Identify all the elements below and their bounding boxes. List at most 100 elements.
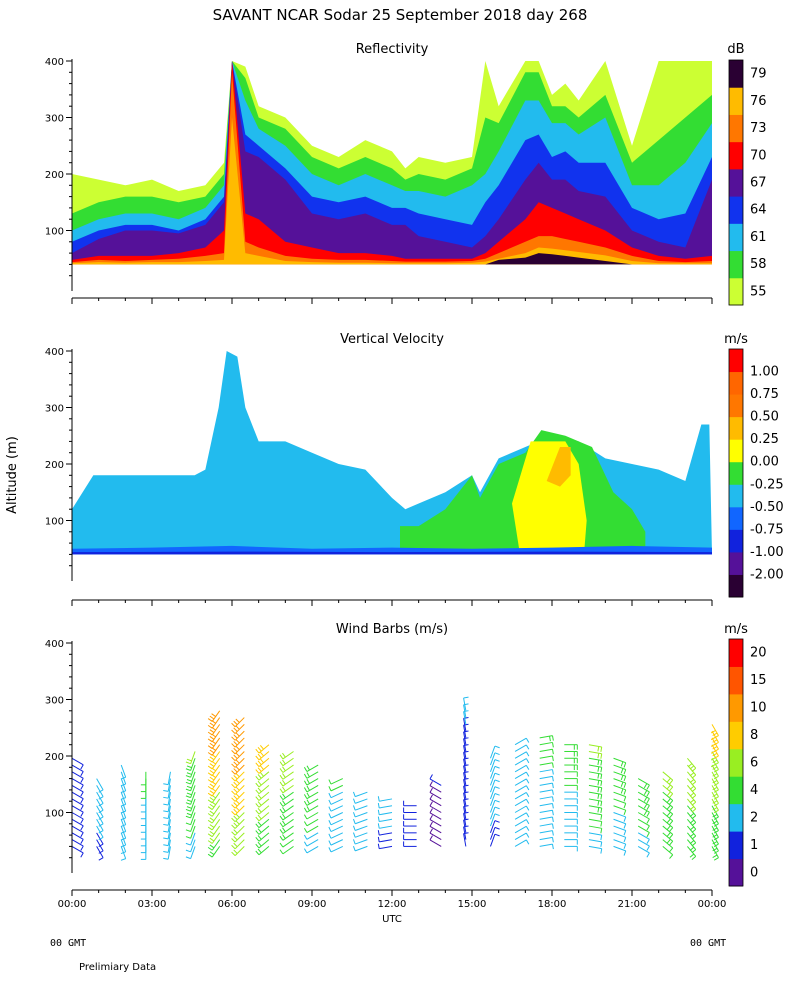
wind-barb-flag	[306, 779, 310, 784]
wind-barb-shaft	[71, 839, 84, 847]
wind-barb-flag	[669, 847, 674, 853]
wind-barb-shaft	[211, 839, 221, 851]
wind-barb-shaft	[96, 825, 104, 838]
wind-barb-flag	[303, 807, 308, 813]
wind-barb-shaft	[306, 812, 319, 820]
wind-barb-flag	[80, 778, 84, 783]
wind-barb	[71, 798, 84, 811]
wind-barb-shaft	[687, 778, 697, 789]
wind-barb-shaft	[514, 832, 527, 841]
wind-barb	[539, 802, 554, 809]
wind-barb-flag	[120, 837, 126, 841]
wind-barb-flag	[231, 756, 236, 762]
legend-swatch	[729, 416, 743, 440]
wind-barb-flag	[255, 816, 260, 822]
wind-barb-flag	[689, 792, 695, 797]
wind-barb	[588, 757, 603, 766]
wind-barb-flag	[303, 787, 308, 793]
wind-barb-flag	[713, 782, 719, 787]
wind-barb-flag	[207, 779, 213, 783]
wind-barb-flag	[666, 818, 671, 824]
wind-barb-flag	[282, 752, 286, 758]
wind-barb-flag	[163, 857, 169, 860]
wind-barb-shaft	[306, 805, 319, 813]
wind-barb-shaft	[306, 778, 319, 786]
wind-barb	[613, 845, 627, 856]
wind-barb-shaft	[234, 805, 245, 816]
wind-barb-flag	[207, 745, 213, 749]
wind-barb-flag	[303, 821, 308, 827]
wind-barb-shaft	[167, 825, 171, 839]
wind-barb-shaft	[234, 825, 245, 836]
wind-barb-shaft	[330, 818, 343, 826]
wind-barb-flag	[282, 786, 286, 792]
wind-barb	[352, 812, 368, 818]
wind-barb	[711, 798, 719, 814]
wind-barb	[564, 750, 578, 757]
wind-barb-shaft	[354, 818, 368, 825]
wind-barb	[711, 791, 719, 807]
wind-barb-shaft	[282, 812, 294, 821]
wind-barb-flag	[620, 768, 624, 774]
wind-barb-flag	[231, 722, 236, 728]
wind-barb	[279, 798, 294, 807]
legend-swatch	[729, 87, 743, 115]
wind-barb-shaft	[258, 798, 270, 808]
wind-barb-flag	[282, 834, 286, 839]
wind-barb-flag	[429, 814, 433, 820]
wind-barb-shaft	[463, 718, 467, 732]
wind-barb-flag	[712, 854, 718, 858]
wind-barb	[613, 771, 627, 782]
wind-barb-flag	[600, 767, 603, 773]
y-tick-label: 200	[45, 752, 64, 763]
wind-barb	[185, 812, 196, 826]
wind-barb-flag	[231, 804, 236, 809]
wind-barb-shaft	[514, 798, 527, 807]
wind-barb-shaft	[662, 805, 674, 815]
wind-barb-flag	[259, 765, 264, 770]
wind-barb-shaft	[330, 791, 343, 799]
wind-barb-shaft	[463, 731, 467, 745]
wind-barb-flag	[689, 772, 695, 777]
wind-barb-flag	[279, 849, 284, 855]
wind-barb	[429, 801, 442, 813]
wind-barb-shaft	[258, 784, 270, 795]
wind-barb	[207, 812, 221, 824]
wind-barb-flag	[328, 833, 332, 839]
wind-barb	[231, 839, 245, 850]
wind-barb	[71, 784, 84, 797]
wind-barb-shaft	[711, 751, 719, 763]
wind-barb-shaft	[429, 778, 442, 786]
wind-barb-shaft	[637, 839, 650, 847]
wind-barb-flag	[235, 759, 240, 764]
wind-barb	[352, 832, 368, 838]
wind-barb	[539, 755, 554, 762]
wind-barb-shaft	[489, 766, 496, 779]
wind-barb	[403, 841, 417, 847]
wind-barb-shaft	[514, 785, 527, 793]
wind-barb-flag	[185, 768, 191, 771]
wind-barb	[588, 818, 603, 827]
wind-barb-flag	[646, 798, 650, 804]
wind-barb	[279, 791, 294, 801]
wind-barbs-title: Wind Barbs (m/s)	[336, 622, 448, 637]
wind-barb-shaft	[71, 784, 84, 793]
wind-barb-flag	[691, 788, 697, 793]
wind-barb-shaft	[687, 839, 697, 850]
wind-barb-flag	[646, 852, 650, 858]
wind-barb-shaft	[637, 845, 650, 854]
wind-barb-shaft	[489, 820, 496, 834]
wind-barb-shaft	[330, 839, 343, 846]
wind-barb-flag	[98, 796, 104, 800]
wind-barb-flag	[279, 761, 284, 767]
wind-barb-flag	[98, 823, 104, 827]
wind-barb-flag	[207, 799, 213, 804]
wind-barb	[163, 798, 171, 813]
wind-barb-flag	[691, 828, 697, 833]
wind-barb-flag	[600, 773, 603, 780]
wind-barb-flag	[257, 787, 262, 793]
wind-barb-flag	[235, 786, 240, 791]
wind-barb-flag	[259, 758, 264, 764]
legend-label: -0.25	[750, 477, 784, 492]
